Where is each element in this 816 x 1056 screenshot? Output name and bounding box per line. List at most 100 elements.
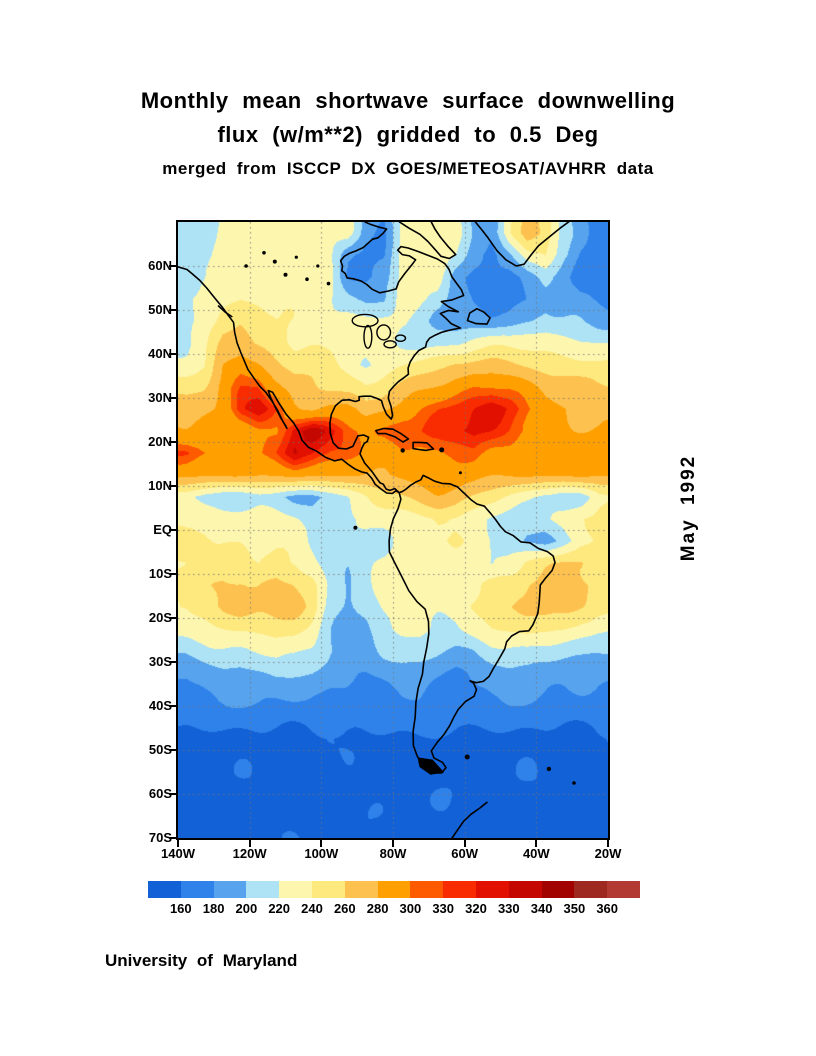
flux-map bbox=[176, 220, 610, 840]
great-lake-outline bbox=[363, 324, 373, 349]
colorbar-tick-label: 350 bbox=[563, 901, 586, 916]
y-axis-label: EQ bbox=[153, 522, 172, 537]
island-or-lake-dot bbox=[294, 255, 298, 259]
x-axis-label: 20W bbox=[594, 846, 622, 861]
colorbar-segment bbox=[344, 881, 378, 898]
great-lake-outline bbox=[383, 340, 397, 349]
colorbar-segment bbox=[541, 881, 575, 898]
y-axis-tick bbox=[169, 265, 176, 267]
flux-heatmap-canvas bbox=[178, 222, 608, 838]
colorbar-segment bbox=[574, 881, 608, 898]
colorbar-tick-label: 360 bbox=[596, 901, 619, 916]
colorbar-segment bbox=[410, 881, 444, 898]
credit-label: University of Maryland bbox=[105, 951, 298, 970]
island-or-lake-dot bbox=[272, 259, 277, 264]
greenland-coastline bbox=[474, 222, 570, 267]
figure-title-line2: flux (w/m**2) gridded to 0.5 Deg bbox=[217, 122, 599, 147]
y-axis-label: 60N bbox=[148, 258, 172, 273]
colorbar-segment bbox=[246, 881, 280, 898]
x-axis-label: 60W bbox=[451, 846, 479, 861]
colorbar-tick-label: 340 bbox=[530, 901, 553, 916]
y-axis-tick bbox=[169, 529, 176, 531]
date-label: May 1992 bbox=[678, 454, 699, 562]
colorbar-tick-label: 240 bbox=[301, 901, 323, 916]
y-axis-label: 50S bbox=[148, 742, 172, 757]
colorbar-tick-label: 180 bbox=[202, 901, 225, 916]
y-axis-tick bbox=[169, 705, 176, 707]
colorbar-tick-label: 280 bbox=[366, 901, 389, 916]
colorbar bbox=[148, 881, 640, 898]
y-axis-label: 60S bbox=[148, 786, 172, 801]
island-or-lake-dot bbox=[439, 447, 445, 453]
y-axis-tick bbox=[169, 573, 176, 575]
x-axis-label: 100W bbox=[304, 846, 339, 861]
x-axis-label: 140W bbox=[161, 846, 195, 861]
y-axis-tick bbox=[169, 397, 176, 399]
colorbar-tick-label: 330 bbox=[497, 901, 520, 916]
x-axis-tick bbox=[535, 840, 538, 847]
y-axis-label: 10N bbox=[148, 478, 172, 493]
y-axis-label: 20S bbox=[148, 610, 172, 625]
island-or-lake-dot bbox=[316, 264, 320, 268]
coastline-overlay bbox=[178, 222, 576, 838]
x-axis-tick bbox=[463, 840, 466, 847]
tierra-del-fuego-landmass bbox=[417, 757, 445, 775]
x-axis-tick bbox=[607, 840, 609, 847]
colorbar-tick-label: 320 bbox=[465, 901, 487, 916]
y-axis-tick bbox=[169, 661, 176, 663]
y-axis-label: 70S bbox=[148, 830, 172, 845]
island-or-lake-dot bbox=[572, 781, 576, 785]
y-axis-tick bbox=[169, 749, 176, 751]
great-lake-outline bbox=[376, 324, 392, 341]
y-axis-label: 40S bbox=[148, 698, 172, 713]
y-axis-tick bbox=[169, 309, 176, 311]
colorbar-segment bbox=[279, 881, 312, 898]
colorbar-tick-label: 220 bbox=[268, 901, 291, 916]
colorbar-segment bbox=[443, 881, 476, 898]
colorbar-segment bbox=[475, 881, 509, 898]
island-or-lake-dot bbox=[283, 272, 288, 277]
island-or-lake-dot bbox=[305, 277, 309, 281]
colorbar-tick-label: 260 bbox=[333, 901, 356, 916]
y-axis-label: 10S bbox=[148, 566, 172, 581]
figure-title-line1: Monthly mean shortwave surface downwelli… bbox=[140, 88, 676, 113]
y-axis-label: 50N bbox=[148, 302, 172, 317]
x-axis-label: 120W bbox=[232, 846, 267, 861]
y-axis-label: 20N bbox=[148, 434, 172, 449]
vancouver-island-coastline bbox=[217, 305, 233, 318]
colorbar-segment bbox=[377, 881, 411, 898]
y-axis-tick bbox=[169, 617, 176, 619]
hispaniola-coastline bbox=[412, 441, 435, 452]
baffin-coastline bbox=[398, 222, 457, 260]
colorbar-segment bbox=[148, 881, 181, 898]
y-axis-label: 30N bbox=[148, 390, 172, 405]
colorbar-tick-label: 160 bbox=[169, 901, 192, 916]
island-or-lake-dot bbox=[326, 281, 331, 286]
y-axis-label: 30S bbox=[148, 654, 172, 669]
y-axis-tick bbox=[169, 485, 176, 487]
colorbar-tick-label: 300 bbox=[399, 901, 422, 916]
figure-subtitle: merged from ISCCP DX GOES/METEOSAT/AVHRR… bbox=[162, 159, 654, 178]
x-axis-tick bbox=[248, 840, 251, 847]
newfoundland-coastline bbox=[466, 307, 491, 325]
colorbar-tick-label: 200 bbox=[235, 901, 258, 916]
island-or-lake-dot bbox=[464, 754, 470, 760]
antarctic-peninsula-coastline bbox=[451, 801, 488, 838]
x-axis-tick bbox=[392, 840, 394, 847]
island-or-lake-dot bbox=[458, 471, 462, 475]
colorbar-segment bbox=[180, 881, 214, 898]
island-or-lake-dot bbox=[353, 525, 358, 530]
island-or-lake-dot bbox=[546, 766, 552, 772]
x-axis-label: 40W bbox=[522, 846, 550, 861]
colorbar-segment bbox=[311, 881, 345, 898]
island-or-lake-dot bbox=[400, 448, 405, 453]
y-axis-label: 40N bbox=[148, 346, 172, 361]
island-or-lake-dot bbox=[244, 264, 248, 268]
y-axis-tick bbox=[169, 441, 176, 443]
colorbar-segment bbox=[508, 881, 542, 898]
colorbar-segment bbox=[607, 881, 640, 898]
cuba-coastline bbox=[375, 427, 410, 443]
great-lake-outline bbox=[394, 334, 407, 342]
x-axis-tick bbox=[177, 840, 179, 847]
